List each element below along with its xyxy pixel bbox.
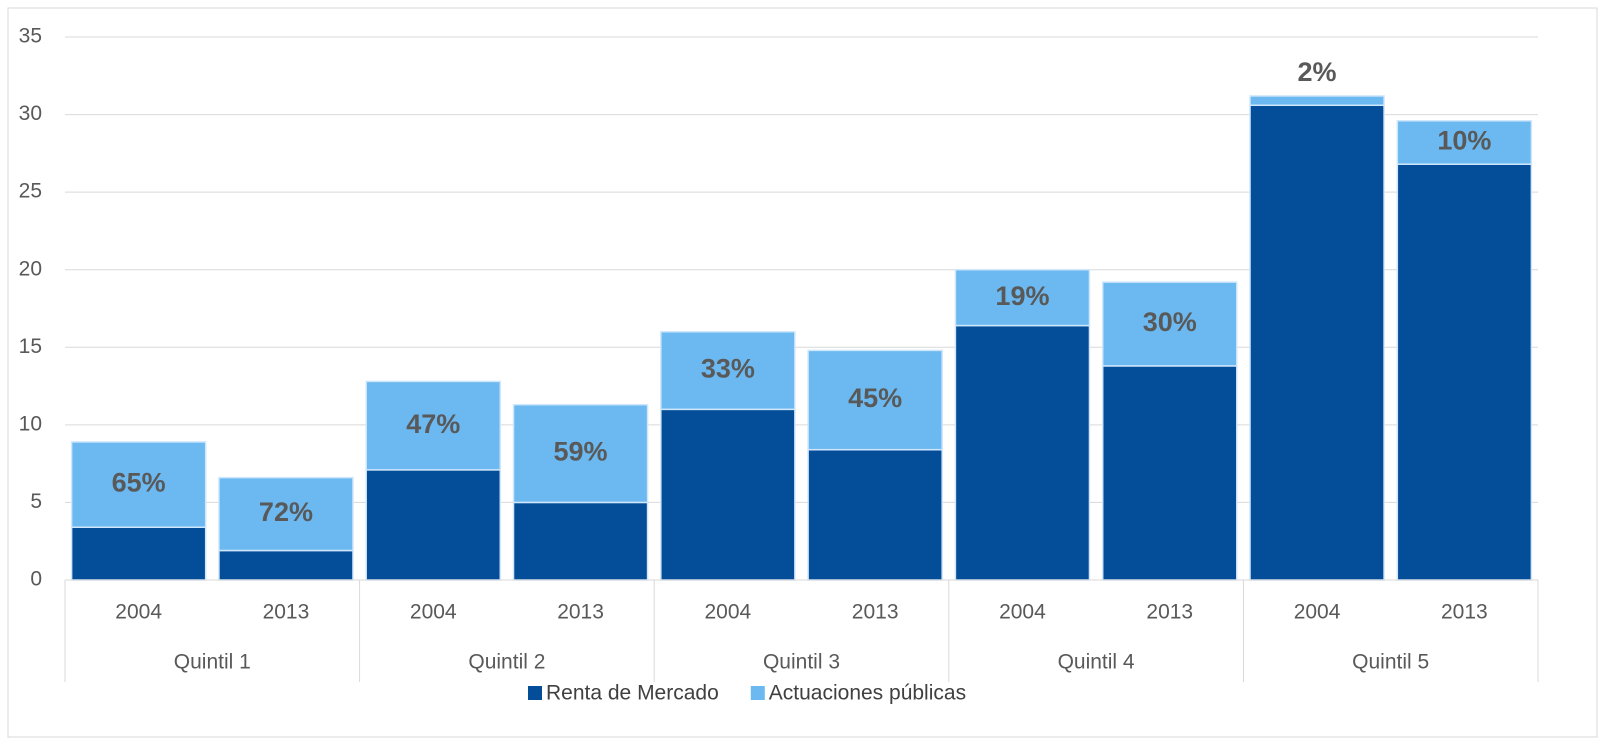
x-tick-label: 2013 <box>557 601 604 624</box>
y-tick-label: 15 <box>19 335 42 358</box>
segment-annotation: 65% <box>112 468 166 498</box>
group-label: Quintil 5 <box>1352 651 1429 674</box>
bar-segment <box>1249 104 1385 581</box>
segment-annotation: 45% <box>848 383 902 413</box>
x-tick-label: 2013 <box>1146 601 1193 624</box>
bar-segment <box>1396 163 1533 581</box>
segment-annotation: 47% <box>406 409 460 439</box>
bar-segment <box>512 501 649 581</box>
y-tick-label: 20 <box>19 257 42 280</box>
bar-segment <box>218 549 354 581</box>
segment-annotation: 10% <box>1437 126 1491 156</box>
x-tick-label: 2013 <box>263 601 310 624</box>
y-tick-label: 10 <box>19 412 42 435</box>
segment-annotation: 59% <box>554 437 608 467</box>
bar-segment <box>660 408 796 581</box>
x-tick-label: 2004 <box>999 601 1046 624</box>
bar-segment <box>954 324 1091 581</box>
bar-segment <box>1101 281 1238 367</box>
segment-annotation: 2% <box>1298 57 1337 87</box>
segment-annotation: 19% <box>995 281 1049 311</box>
bar-segment <box>218 476 354 552</box>
bar-segment <box>365 380 502 471</box>
y-tick-label: 5 <box>30 490 42 513</box>
bar-segment <box>807 448 943 581</box>
segment-annotation: 33% <box>701 354 755 384</box>
bar-segment <box>512 403 649 504</box>
group-label: Quintil 1 <box>174 651 251 674</box>
bar-segment <box>954 268 1091 327</box>
legend-label: Actuaciones públicas <box>769 682 966 705</box>
chart-border <box>7 7 1598 738</box>
y-tick-label: 0 <box>30 568 42 591</box>
bar-segment <box>807 349 943 451</box>
group-label: Quintil 3 <box>763 651 840 674</box>
group-label: Quintil 2 <box>468 651 545 674</box>
legend-swatch <box>528 686 542 700</box>
y-tick-label: 25 <box>19 180 42 203</box>
bar-segment <box>1249 95 1385 107</box>
x-tick-label: 2013 <box>852 601 899 624</box>
y-tick-label: 35 <box>19 25 42 48</box>
bar-segment <box>660 331 796 411</box>
legend-swatch <box>750 686 765 700</box>
y-tick-label: 30 <box>19 102 42 125</box>
legend-label: Renta de Mercado <box>546 682 719 705</box>
x-tick-label: 2004 <box>115 601 162 624</box>
bar-segment <box>70 441 207 529</box>
segment-annotation: 30% <box>1143 307 1197 337</box>
bar-segment <box>1101 365 1238 581</box>
group-label: Quintil 4 <box>1058 651 1135 674</box>
bar-segment <box>1396 120 1533 165</box>
x-tick-label: 2013 <box>1441 601 1488 624</box>
x-tick-label: 2004 <box>704 601 751 624</box>
x-tick-label: 2004 <box>1294 601 1341 624</box>
bar-segment <box>70 526 207 581</box>
bar-segment <box>365 469 502 581</box>
x-tick-label: 2004 <box>410 601 457 624</box>
segment-annotation: 72% <box>259 497 313 527</box>
